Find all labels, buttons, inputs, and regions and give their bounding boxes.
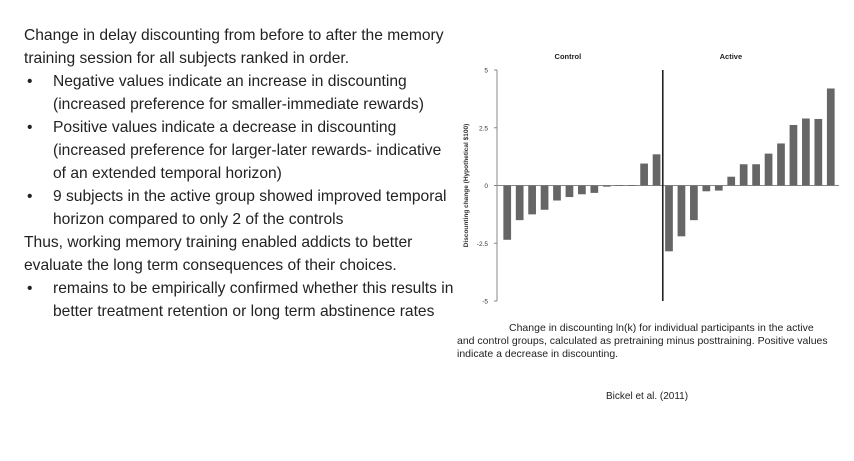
bar-active xyxy=(677,185,686,237)
bar-control xyxy=(615,185,624,186)
bar-active xyxy=(789,124,798,186)
y-axis-label: Discounting change (Hypothetical $100) xyxy=(463,124,470,248)
bar-control xyxy=(578,185,586,195)
bar-control xyxy=(565,185,574,198)
bar-control xyxy=(515,185,524,221)
bar-control xyxy=(627,185,636,186)
bar-active xyxy=(826,88,835,186)
conclusion-text: Thus, working memory training enabled ad… xyxy=(24,234,413,274)
bar-active xyxy=(702,185,711,192)
caption-line-1: Change in discounting ln(k) for individu… xyxy=(509,322,814,334)
bullet-future: remains to be empirically confirmed whet… xyxy=(24,277,454,323)
bar-active xyxy=(665,185,673,252)
citation: Bickel et al. (2011) xyxy=(606,391,689,402)
bar-control xyxy=(652,154,661,186)
intro-text: Change in delay discounting from before … xyxy=(24,27,444,67)
y-tick-label: -5 xyxy=(482,299,488,306)
bar-active xyxy=(727,176,736,186)
bar-control xyxy=(553,185,561,201)
bar-control xyxy=(540,185,549,210)
bar-active xyxy=(752,164,760,186)
y-tick-label: -2.5 xyxy=(477,241,489,248)
bar-control xyxy=(602,185,611,187)
bar-active xyxy=(690,185,698,221)
bar-control xyxy=(503,185,512,240)
bullet-negative: Negative values indicate an increase in … xyxy=(24,70,454,116)
y-tick-label: 2.5 xyxy=(479,125,488,132)
bar-active xyxy=(764,153,773,186)
caption-rest: and control groups, calculated as pretra… xyxy=(457,335,828,360)
group-label-control: Control xyxy=(555,52,582,61)
bar-active xyxy=(802,118,810,186)
bullet-active-group: 9 subjects in the active group showed im… xyxy=(24,185,454,231)
bar-active xyxy=(739,164,748,186)
bar-active xyxy=(777,143,785,186)
bar-chart: 5 2.5 0 -2.5 -5 Discounting change (Hypotheti… xyxy=(463,52,839,306)
chart-area: 5 2.5 0 -2.5 -5 Discounting change (Hypotheti… xyxy=(455,44,854,461)
group-label-active: Active xyxy=(720,52,743,61)
bar-control xyxy=(590,185,599,193)
bar-control xyxy=(640,163,648,186)
bar-control xyxy=(528,185,536,215)
y-tick-label: 0 xyxy=(484,183,488,190)
slide-text: Change in delay discounting from before … xyxy=(24,24,454,323)
bullet-positive: Positive values indicate a decrease in d… xyxy=(24,116,454,185)
figure-caption: Change in discounting ln(k) for individu… xyxy=(457,322,847,361)
y-tick-label: 5 xyxy=(484,68,488,75)
bar-active xyxy=(714,185,723,191)
bar-active xyxy=(814,118,823,186)
